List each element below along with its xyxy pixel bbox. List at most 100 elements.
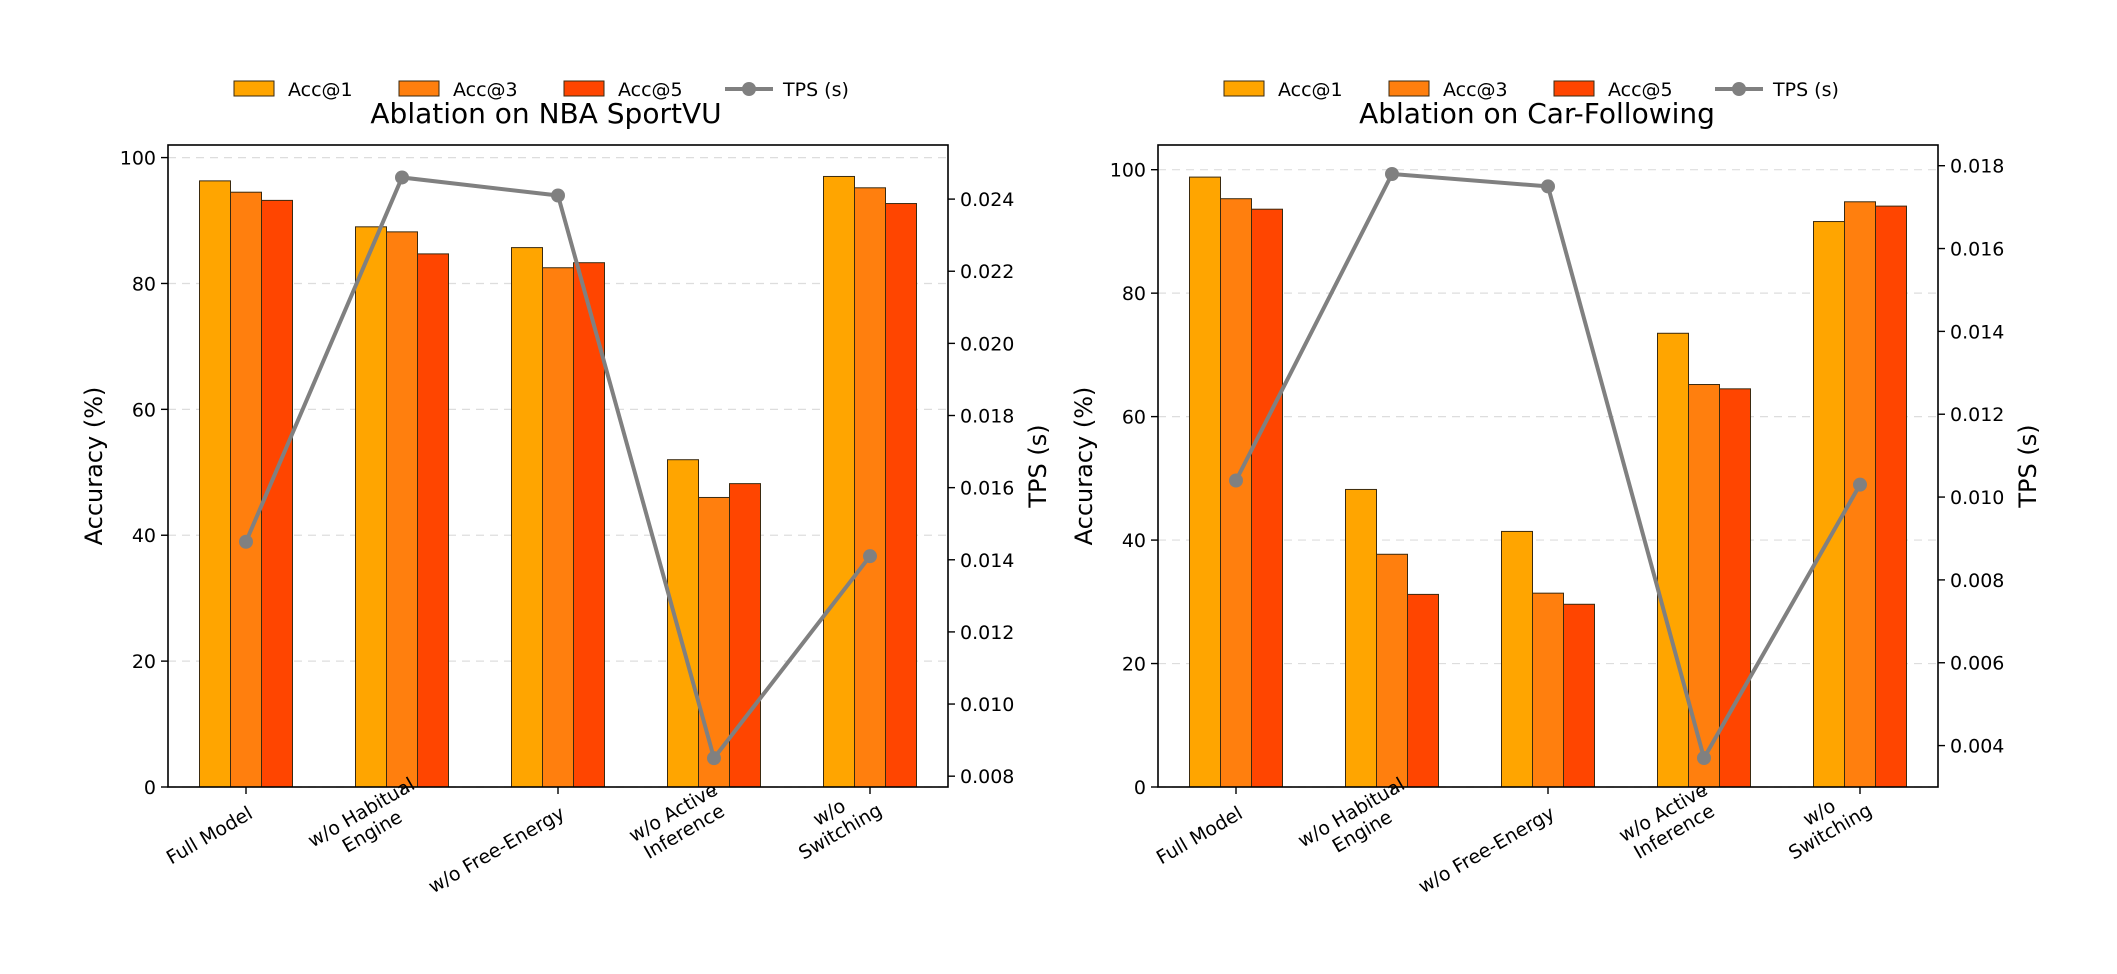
y2-tick-label: 0.010 — [960, 694, 1014, 716]
bar-acc3-4 — [1844, 201, 1876, 788]
legend-marker — [1732, 82, 1746, 96]
chart-1: 0 20 40 60 80 100 0.004 0.006 0.008 0.010 0.012 0.0… — [1070, 79, 2042, 898]
y2-tick-label: 0.014 — [960, 550, 1014, 572]
x-tick-label-1: w/o HabitualEngine — [304, 773, 429, 871]
y-tick-label: 0 — [144, 777, 156, 799]
x-tick-label-line: w/o Free-Energy — [1415, 802, 1559, 898]
legend-label-1: Acc@3 — [453, 79, 518, 101]
bar-acc1-4 — [1813, 221, 1845, 788]
bar-acc3-1 — [1376, 553, 1408, 788]
y2-tick-label: 0.024 — [960, 189, 1014, 211]
y-axis-label: Accuracy (%) — [1070, 387, 1098, 546]
bar-acc3-3 — [1688, 384, 1720, 788]
tps-point-0 — [1229, 473, 1243, 488]
y-tick-label: 80 — [132, 273, 156, 295]
tps-point-3 — [1697, 751, 1711, 766]
x-tick-label-0: Full Model — [1153, 802, 1247, 869]
legend-label-3: TPS (s) — [1772, 79, 1839, 101]
legend-swatch-0 — [1223, 80, 1265, 97]
y-tick-label: 40 — [1122, 530, 1146, 552]
tps-point-0 — [239, 534, 253, 549]
y2-tick-label: 0.016 — [1950, 239, 2004, 261]
legend-label-2: Acc@5 — [1608, 79, 1673, 101]
bar-acc5-3 — [729, 483, 761, 788]
x-tick-label-2: w/o Free-Energy — [425, 802, 569, 898]
y2-tick-label: 0.020 — [960, 333, 1014, 355]
y-tick-label: 20 — [1122, 654, 1146, 676]
tps-point-2 — [1541, 179, 1555, 194]
y2-tick-label: 0.010 — [1950, 487, 2004, 509]
bar-acc1-3 — [667, 459, 699, 788]
x-tick-label-1: w/o HabitualEngine — [1294, 773, 1419, 871]
y2-axis-label: TPS (s) — [2014, 424, 2042, 508]
bar-acc3-1 — [386, 231, 418, 788]
tps-point-4 — [1853, 477, 1867, 492]
y2-tick-label: 0.004 — [1950, 736, 2004, 758]
y2-tick-label: 0.014 — [1950, 321, 2004, 343]
y-tick-label: 40 — [132, 525, 156, 547]
y2-tick-label: 0.016 — [960, 478, 1014, 500]
bar-acc5-4 — [885, 203, 917, 788]
bar-acc1-2 — [511, 247, 543, 788]
y2-tick-label: 0.012 — [960, 622, 1014, 644]
tps-point-1 — [1385, 166, 1399, 181]
legend-label-0: Acc@1 — [1278, 79, 1343, 101]
bar-acc5-1 — [1407, 593, 1439, 788]
legend-swatch-1 — [398, 80, 440, 97]
tps-point-2 — [551, 188, 565, 203]
y-tick-label: 20 — [132, 651, 156, 673]
y-tick-label: 80 — [1122, 283, 1146, 305]
bar-acc3-0 — [1220, 198, 1252, 788]
bar-acc5-0 — [1251, 208, 1283, 788]
chart-0: 0 20 40 60 80 100 0.008 0.010 0.012 0.014 0.016 0.0… — [80, 79, 1052, 898]
y-tick-label: 100 — [1110, 160, 1146, 182]
y2-tick-label: 0.018 — [1950, 156, 2004, 178]
legend-marker — [742, 82, 756, 96]
y2-tick-label: 0.008 — [960, 766, 1014, 788]
legend: Acc@1 Acc@3 Acc@5 TPS (s) — [1223, 79, 1839, 101]
legend: Acc@1 Acc@3 Acc@5 TPS (s) — [233, 79, 849, 101]
bar-acc1-1 — [355, 226, 387, 788]
bar-acc5-2 — [1563, 603, 1595, 788]
legend-swatch-0 — [233, 80, 275, 97]
y2-tick-label: 0.012 — [1950, 404, 2004, 426]
y2-tick-label: 0.018 — [960, 406, 1014, 428]
x-tick-label-line: Full Model — [1153, 802, 1247, 869]
y-tick-label: 0 — [1134, 777, 1146, 799]
tps-point-3 — [707, 751, 721, 766]
bar-acc5-3 — [1719, 388, 1751, 788]
bar-acc1-2 — [1501, 530, 1533, 788]
x-tick-label-0: Full Model — [163, 802, 257, 869]
bar-acc1-3 — [1657, 332, 1689, 788]
y-tick-label: 60 — [132, 399, 156, 421]
chart-title: Ablation on NBA SportVU — [370, 97, 721, 130]
x-tick-label-line: Full Model — [163, 802, 257, 869]
bar-acc1-0 — [1189, 176, 1221, 788]
y2-tick-label: 0.008 — [1950, 570, 2004, 592]
y-tick-label: 100 — [120, 148, 156, 170]
x-tick-label-3: w/o ActiveInference — [625, 779, 732, 866]
x-tick-label-3: w/o ActiveInference — [1615, 779, 1722, 866]
legend-label-1: Acc@3 — [1443, 79, 1508, 101]
x-tick-label-2: w/o Free-Energy — [1415, 802, 1559, 898]
chart-title: Ablation on Car-Following — [1359, 97, 1715, 130]
legend-label-3: TPS (s) — [782, 79, 849, 101]
x-tick-label-line: w/o Free-Energy — [425, 802, 569, 898]
legend-swatch-2 — [563, 80, 605, 97]
y-tick-label: 60 — [1122, 407, 1146, 429]
bar-acc1-1 — [1345, 488, 1377, 788]
bar-acc3-2 — [1532, 592, 1564, 788]
bar-acc1-4 — [823, 175, 855, 788]
legend-swatch-1 — [1388, 80, 1430, 97]
bar-acc3-4 — [854, 187, 886, 788]
y-axis-label: Accuracy (%) — [80, 387, 108, 546]
bar-acc3-0 — [230, 191, 262, 788]
bar-acc1-0 — [199, 180, 231, 788]
tps-point-1 — [395, 170, 409, 185]
tps-point-4 — [863, 549, 877, 564]
bar-acc5-4 — [1875, 205, 1907, 788]
y2-axis-label: TPS (s) — [1024, 424, 1052, 508]
legend-swatch-2 — [1553, 80, 1595, 97]
bar-acc5-1 — [417, 253, 449, 788]
